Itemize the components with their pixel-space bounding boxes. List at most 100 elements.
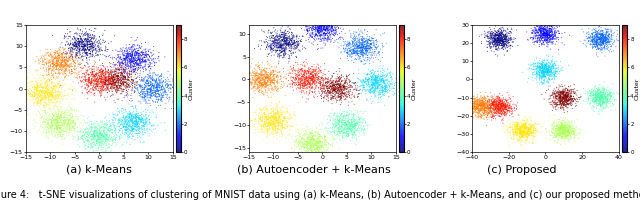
Point	[111, 91, 122, 94]
Point	[163, 87, 173, 90]
Point	[106, 84, 116, 88]
Point	[29, 90, 40, 93]
Point	[81, 78, 92, 81]
Point	[311, 75, 321, 79]
Point	[145, 84, 156, 87]
Point	[337, 125, 348, 129]
Point	[264, 45, 274, 48]
Point	[118, 112, 128, 116]
Point	[495, 105, 506, 109]
Point	[535, 27, 545, 30]
Point	[47, 94, 58, 98]
Point	[140, 119, 150, 122]
Point	[323, 130, 333, 133]
Point	[63, 28, 73, 31]
Point	[546, 133, 556, 137]
Point	[307, 135, 317, 139]
Point	[54, 116, 65, 120]
Point	[48, 135, 58, 138]
Point	[54, 59, 64, 62]
Point	[595, 113, 605, 116]
Point	[497, 102, 508, 105]
Point	[522, 130, 532, 133]
Point	[87, 36, 97, 39]
Point	[64, 69, 74, 72]
Point	[528, 140, 538, 144]
Point	[248, 90, 259, 93]
Point	[143, 79, 154, 83]
Point	[268, 125, 278, 128]
Point	[527, 123, 537, 126]
Point	[95, 42, 106, 46]
Point	[119, 69, 129, 72]
Point	[294, 73, 305, 76]
Point	[130, 63, 140, 66]
Point	[536, 62, 547, 65]
Point	[582, 32, 592, 35]
Point	[36, 55, 47, 59]
Point	[557, 126, 567, 129]
Point	[96, 77, 106, 80]
Point	[296, 146, 307, 149]
Point	[483, 104, 493, 107]
Point	[275, 44, 285, 47]
Point	[53, 60, 63, 63]
Point	[486, 95, 496, 98]
Point	[103, 79, 113, 82]
Point	[369, 77, 380, 81]
Point	[266, 74, 276, 77]
Point	[511, 130, 522, 133]
Point	[95, 144, 105, 148]
Point	[125, 112, 136, 116]
Point	[602, 48, 612, 51]
Point	[477, 101, 488, 105]
Point	[534, 28, 545, 31]
Point	[357, 30, 367, 34]
Point	[124, 50, 134, 54]
Point	[553, 88, 563, 91]
Point	[266, 73, 276, 76]
Point	[490, 38, 500, 42]
Point	[104, 125, 115, 128]
Point	[152, 84, 162, 87]
Point	[499, 33, 509, 37]
Point	[605, 100, 615, 103]
Point	[261, 67, 271, 70]
Point	[44, 73, 54, 76]
Point	[537, 25, 547, 28]
Point	[145, 87, 156, 90]
Point	[259, 122, 269, 125]
Point	[469, 105, 479, 109]
Point	[372, 76, 383, 80]
Point	[249, 81, 259, 84]
Point	[493, 103, 503, 107]
Point	[511, 107, 522, 110]
Point	[360, 49, 371, 52]
Point	[319, 32, 330, 35]
Point	[591, 107, 602, 111]
Point	[77, 38, 87, 42]
Point	[121, 116, 131, 119]
Point	[595, 97, 605, 101]
Point	[347, 55, 357, 58]
Point	[74, 136, 84, 140]
Point	[496, 106, 506, 109]
Point	[86, 138, 96, 141]
Point	[103, 78, 113, 81]
Point	[356, 49, 366, 52]
Point	[346, 129, 356, 133]
Point	[560, 98, 570, 102]
Point	[505, 107, 515, 110]
Point	[333, 122, 344, 125]
Point	[94, 129, 104, 132]
Point	[314, 28, 324, 31]
Point	[348, 115, 358, 118]
Point	[252, 88, 262, 91]
Point	[318, 80, 328, 84]
Point	[130, 67, 140, 71]
Point	[268, 106, 278, 109]
Point	[362, 54, 372, 57]
Point	[539, 28, 549, 31]
Point	[42, 62, 52, 65]
Point	[486, 106, 496, 110]
